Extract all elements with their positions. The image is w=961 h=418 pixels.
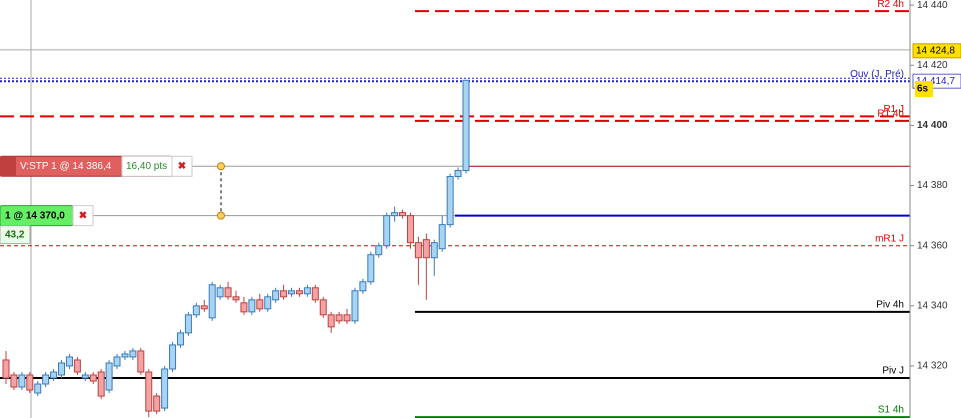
y-tick-label: 14 360 xyxy=(917,240,948,251)
candle-body xyxy=(105,362,113,391)
candle-body xyxy=(65,356,73,367)
candle-body xyxy=(153,395,161,412)
order-info-box xyxy=(0,225,31,245)
candle-body xyxy=(42,374,50,385)
y-tick-label: 14 340 xyxy=(917,300,948,311)
y-tick-label: 14 400 xyxy=(917,120,948,131)
candle-body xyxy=(216,287,224,298)
candle-body xyxy=(248,299,256,313)
candle-body xyxy=(89,374,97,382)
candle-body xyxy=(399,212,407,217)
candle-body xyxy=(176,332,184,346)
candle-body xyxy=(359,281,367,292)
order-info: 16,40 pts xyxy=(126,161,167,172)
candle-body xyxy=(454,170,462,178)
price-tag-label: 14 424,8 xyxy=(916,45,955,56)
candle-body xyxy=(303,287,311,295)
candle-body xyxy=(192,305,200,316)
candle-body xyxy=(224,287,232,298)
candle-body xyxy=(58,362,66,376)
candle-body xyxy=(438,224,446,250)
level-label: Piv 4h xyxy=(876,299,904,310)
candle-body xyxy=(280,290,288,298)
candle-body xyxy=(383,215,391,247)
candle-body xyxy=(311,287,319,301)
candle-body xyxy=(288,290,296,295)
candle-body xyxy=(121,353,129,358)
candle-body xyxy=(422,239,430,259)
timer-box xyxy=(915,81,933,97)
candle-body xyxy=(367,254,375,283)
candle-body xyxy=(295,290,303,295)
candle-body xyxy=(169,344,177,370)
candle-body xyxy=(26,374,34,391)
y-tick-label: 14 440 xyxy=(917,0,948,11)
candle-body xyxy=(200,305,208,310)
candle-body xyxy=(462,79,470,172)
order-handle[interactable] xyxy=(217,211,225,220)
candle-body xyxy=(343,314,351,322)
candle-body xyxy=(129,350,137,358)
candle-body xyxy=(375,245,383,256)
candle-body xyxy=(446,176,454,226)
level-label: Piv J xyxy=(882,366,904,377)
level-label: R2 4h xyxy=(877,0,904,10)
candle-body xyxy=(73,359,81,373)
candle-body xyxy=(184,314,192,334)
level-label: Ouv (J, Pré) xyxy=(850,69,904,80)
price-tag xyxy=(912,43,961,59)
candle-body xyxy=(2,359,10,379)
level-label: mR1 J xyxy=(875,233,904,244)
y-tick-label: 14 420 xyxy=(917,60,948,71)
candle-body xyxy=(256,299,264,310)
candle-body xyxy=(264,296,272,310)
candle-body xyxy=(391,212,399,217)
y-tick-label: 14 320 xyxy=(917,361,948,372)
candle-body xyxy=(34,383,42,394)
timer: 6s xyxy=(917,84,929,95)
axis-bg xyxy=(910,0,961,418)
candle-body xyxy=(18,374,26,388)
close-icon[interactable]: ✖ xyxy=(79,210,87,221)
order-info: 43,2 xyxy=(5,229,25,240)
candle-body xyxy=(145,371,153,412)
price-tag-label: 14 414,7 xyxy=(916,76,955,87)
level-label: S1 4h xyxy=(878,405,904,416)
candle-body xyxy=(335,314,343,322)
y-tick-label: 14 380 xyxy=(917,180,948,191)
order-label: 1 @ 14 370,0 xyxy=(5,210,65,221)
candle-body xyxy=(406,215,414,244)
candle-body xyxy=(351,290,359,322)
order-drag[interactable] xyxy=(0,156,16,177)
candle-body xyxy=(161,368,169,409)
candle-body xyxy=(81,374,89,379)
candle-body xyxy=(10,374,18,388)
close-button[interactable] xyxy=(72,205,94,227)
candle-body xyxy=(137,350,145,373)
candle-body xyxy=(50,371,58,379)
candle-body xyxy=(327,314,335,328)
close-button[interactable] xyxy=(171,155,193,177)
close-icon[interactable]: ✖ xyxy=(178,161,186,172)
order-handle[interactable] xyxy=(217,162,225,171)
candle-body xyxy=(430,242,438,259)
level-label: R1 J xyxy=(883,104,904,115)
candle-body xyxy=(208,284,216,319)
candle-body xyxy=(240,302,248,313)
candle-body xyxy=(232,296,240,301)
candle-body xyxy=(319,299,327,316)
level-label: R1 4h xyxy=(877,109,904,120)
candle-body xyxy=(272,290,280,301)
candle-body xyxy=(414,242,422,259)
order-label: V:STP 1 @ 14 386,4 xyxy=(20,161,112,172)
candle-body xyxy=(97,371,105,397)
candle-body xyxy=(113,356,121,367)
